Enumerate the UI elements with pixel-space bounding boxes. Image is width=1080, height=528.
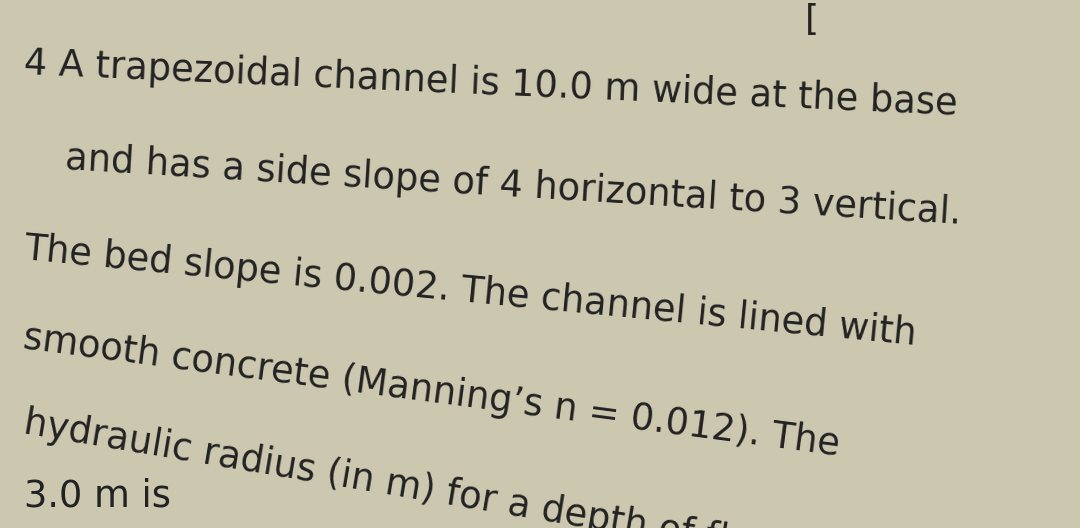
Text: smooth concrete (Manning’s n = 0.012). The: smooth concrete (Manning’s n = 0.012). T… [22,319,842,464]
Text: [: [ [805,3,819,36]
Text: hydraulic radius (in m) for a depth of flow of: hydraulic radius (in m) for a depth of f… [21,404,829,528]
Text: 3.0 m is: 3.0 m is [24,478,171,515]
Text: and has a side slope of 4 horizontal to 3 vertical.: and has a side slope of 4 horizontal to … [64,140,962,232]
Text: 4 A trapezoidal channel is 10.0 m wide at the base: 4 A trapezoidal channel is 10.0 m wide a… [23,45,958,122]
Text: The bed slope is 0.002. The channel is lined with: The bed slope is 0.002. The channel is l… [22,230,918,353]
